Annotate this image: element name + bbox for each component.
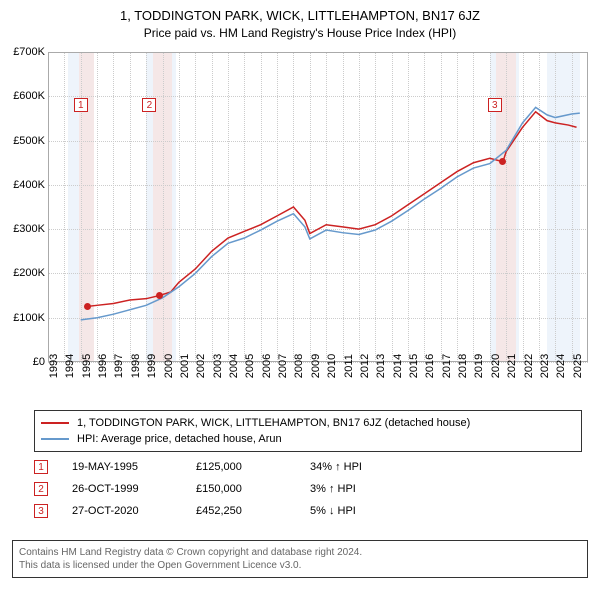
chart-subtitle: Price paid vs. HM Land Registry's House … xyxy=(0,23,600,40)
event-hpi: 3% ↑ HPI xyxy=(310,483,420,495)
event-row: 2 26-OCT-1999 £150,000 3% ↑ HPI xyxy=(34,478,582,500)
y-tick-label: £0 xyxy=(33,356,45,368)
chart-event-dot xyxy=(84,303,91,310)
event-date: 19-MAY-1995 xyxy=(72,461,172,473)
event-row: 1 19-MAY-1995 £125,000 34% ↑ HPI xyxy=(34,456,582,478)
chart-event-dot xyxy=(156,292,163,299)
y-tick-label: £600K xyxy=(13,90,45,102)
legend-swatch xyxy=(41,438,69,440)
event-date: 26-OCT-1999 xyxy=(72,483,172,495)
chart-container: 1, TODDINGTON PARK, WICK, LITTLEHAMPTON,… xyxy=(0,0,600,590)
legend-label: HPI: Average price, detached house, Arun xyxy=(77,433,282,445)
event-marker-icon: 2 xyxy=(34,482,48,496)
series-lines xyxy=(48,52,588,362)
footer-attribution: Contains HM Land Registry data © Crown c… xyxy=(12,540,588,578)
events-table: 1 19-MAY-1995 £125,000 34% ↑ HPI 2 26-OC… xyxy=(34,456,582,522)
footer-line: Contains HM Land Registry data © Crown c… xyxy=(19,546,581,559)
legend: 1, TODDINGTON PARK, WICK, LITTLEHAMPTON,… xyxy=(34,410,582,452)
footer-line: This data is licensed under the Open Gov… xyxy=(19,559,581,572)
chart-event-marker: 2 xyxy=(142,98,156,112)
y-tick-label: £400K xyxy=(13,179,45,191)
event-price: £452,250 xyxy=(196,505,286,517)
legend-swatch xyxy=(41,422,69,424)
event-marker-icon: 3 xyxy=(34,504,48,518)
y-tick-label: £200K xyxy=(13,267,45,279)
event-row: 3 27-OCT-2020 £452,250 5% ↓ HPI xyxy=(34,500,582,522)
event-price: £150,000 xyxy=(196,483,286,495)
legend-label: 1, TODDINGTON PARK, WICK, LITTLEHAMPTON,… xyxy=(77,417,470,429)
event-hpi: 5% ↓ HPI xyxy=(310,505,420,517)
y-tick-label: £500K xyxy=(13,135,45,147)
event-date: 27-OCT-2020 xyxy=(72,505,172,517)
chart-title: 1, TODDINGTON PARK, WICK, LITTLEHAMPTON,… xyxy=(0,0,600,23)
event-marker-icon: 1 xyxy=(34,460,48,474)
y-tick-label: £300K xyxy=(13,223,45,235)
event-hpi: 34% ↑ HPI xyxy=(310,461,420,473)
y-tick-label: £700K xyxy=(13,46,45,58)
chart-event-marker: 1 xyxy=(74,98,88,112)
chart-event-marker: 3 xyxy=(488,98,502,112)
y-tick-label: £100K xyxy=(13,312,45,324)
event-price: £125,000 xyxy=(196,461,286,473)
legend-item: HPI: Average price, detached house, Arun xyxy=(41,431,575,447)
legend-item: 1, TODDINGTON PARK, WICK, LITTLEHAMPTON,… xyxy=(41,415,575,431)
